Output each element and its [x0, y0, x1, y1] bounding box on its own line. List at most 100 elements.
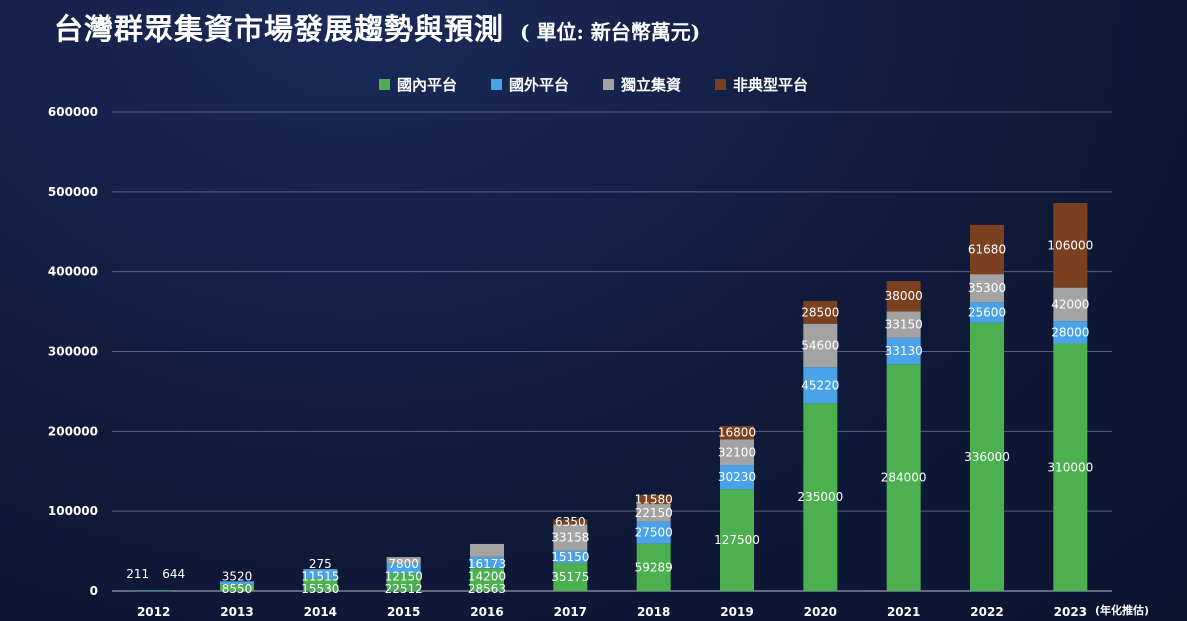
- bar-2012-series-0: [136, 590, 171, 592]
- legend-item-domestic: 國內平台: [378, 74, 457, 95]
- data-label-2014-1: 11515: [301, 570, 339, 584]
- data-label-2014-2: 275: [309, 557, 332, 571]
- legend-item-independent: 獨立集資: [603, 74, 681, 95]
- data-label-2018-3: 11580: [635, 492, 673, 506]
- bar-2016-series-1: [470, 556, 504, 569]
- data-label-2021-0: 284000: [881, 471, 927, 485]
- data-label-2023-0: 310000: [1047, 460, 1093, 474]
- y-tick-label-1: 100000: [48, 504, 98, 518]
- legend-label-independent: 獨立集資: [621, 76, 682, 94]
- legend-label-domestic: 國內平台: [396, 76, 457, 94]
- bar-2018-series-0: [636, 543, 671, 591]
- y-tick-label-5: 500000: [48, 185, 98, 199]
- legend-item-atypical: 非典型平台: [715, 74, 808, 95]
- bar-2022-series-1: [970, 302, 1004, 323]
- legend-swatch-foreign: [490, 79, 502, 90]
- data-label-2020-3: 28500: [801, 305, 839, 319]
- bar-2019-series-1: [720, 465, 754, 490]
- data-label-2013-1: 3520: [222, 570, 253, 584]
- bar-2017-series-2: [553, 524, 588, 551]
- data-label-2019-1: 30230: [718, 470, 756, 484]
- bar-2017-series-0: [553, 562, 588, 591]
- bar-2015-series-1: [386, 563, 421, 574]
- bar-2022-series-2: [970, 274, 1004, 303]
- data-label-2019-2: 32100: [718, 445, 756, 459]
- bar-2015-series-0: [386, 573, 421, 591]
- x-tick-label-2013: 2013: [220, 605, 253, 619]
- data-label-2016-0: 28563: [468, 582, 506, 596]
- data-label-2012-1: 644: [162, 567, 185, 581]
- y-tick-label-2: 200000: [48, 424, 98, 438]
- data-label-2018-1: 27500: [635, 526, 673, 540]
- legend-swatch-domestic: [378, 79, 390, 90]
- bar-2022-series-0: [970, 322, 1004, 591]
- bar-2013-series-1: [220, 581, 254, 585]
- y-tick-label-4: 400000: [48, 265, 98, 279]
- bar-2013-series-0: [220, 584, 254, 591]
- data-label-2019-3: 16800: [718, 426, 756, 440]
- legend-swatch-atypical: [715, 79, 727, 90]
- data-label-2015-1: 12150: [385, 570, 423, 584]
- bar-2023-series-0: [1053, 343, 1088, 591]
- x-tick-label-2023: 2023: [1054, 605, 1087, 619]
- legend-item-foreign: 國外平台: [490, 74, 569, 95]
- data-label-2023-1: 28000: [1051, 325, 1089, 339]
- data-label-2015-2: 7800: [388, 557, 419, 571]
- x-tick-label-2022: 2022: [970, 605, 1003, 619]
- bar-2021-series-3: [886, 281, 921, 312]
- bar-2014-series-1: [303, 569, 338, 579]
- bar-2016-series-2: [470, 543, 504, 557]
- data-label-2022-1: 25600: [968, 306, 1006, 320]
- x-tick-label-2017: 2017: [554, 605, 587, 619]
- data-label-2017-2: 33158: [551, 531, 589, 545]
- bar-2017-series-1: [553, 550, 588, 563]
- chart-subtitle: ( 單位: 新台幣萬元): [520, 20, 701, 44]
- bar-2012-series-1: [136, 590, 171, 591]
- y-tick-label-0: 0: [90, 584, 98, 598]
- bar-2020-series-0: [803, 403, 838, 591]
- bar-2021-series-1: [886, 337, 921, 365]
- data-label-2023-2: 42000: [1051, 297, 1089, 311]
- x-tick-label-2019: 2019: [720, 605, 753, 619]
- legend-label-atypical: 非典型平台: [733, 76, 809, 94]
- data-label-2014-0: 15530: [301, 582, 339, 596]
- chart-title: 台灣群眾集資市場發展趨勢與預測: [54, 12, 505, 46]
- data-label-2017-1: 15150: [551, 550, 589, 564]
- y-tick-label-6: 600000: [48, 105, 98, 119]
- data-label-2016-2: 16173: [468, 557, 506, 571]
- bar-2019-series-3: [720, 426, 754, 440]
- data-label-2020-1: 45220: [801, 378, 839, 392]
- bar-2023-series-2: [1053, 287, 1088, 322]
- data-label-2021-3: 38000: [885, 289, 923, 303]
- bar-2018-series-2: [636, 504, 671, 522]
- title-group: 台灣群眾集資市場發展趨勢與預測 ( 單位: 新台幣萬元): [54, 6, 700, 48]
- legend: 國內平台 國外平台 獨立集資 非典型平台: [0, 74, 1187, 95]
- data-label-2021-2: 33150: [885, 318, 923, 332]
- data-label-2022-3: 61680: [968, 243, 1006, 257]
- bar-2017-series-3: [553, 519, 588, 525]
- data-label-2019-0: 127500: [714, 533, 760, 547]
- data-label-2020-0: 235000: [797, 490, 843, 504]
- legend-swatch-independent: [603, 79, 614, 90]
- x-tick-label-2021: 2021: [887, 605, 920, 619]
- x-tick-label-2015: 2015: [387, 605, 420, 619]
- bar-2015-series-2: [386, 557, 421, 564]
- x-tick-label-2014: 2014: [304, 605, 337, 619]
- x-tick-label-2016: 2016: [470, 605, 503, 619]
- data-label-2015-0: 22512: [385, 582, 423, 596]
- data-label-2018-0: 59289: [635, 560, 673, 574]
- data-label-2022-0: 336000: [964, 450, 1010, 464]
- data-label-2017-0: 35175: [551, 570, 589, 584]
- bar-2022-series-3: [970, 224, 1004, 275]
- bar-2023-series-3: [1053, 203, 1088, 288]
- bar-2019-series-2: [720, 439, 754, 466]
- data-label-2018-2: 22150: [635, 506, 673, 520]
- data-label-2017-3: 6350: [555, 515, 586, 529]
- bar-2023-series-1: [1053, 321, 1088, 344]
- data-label-2016-1: 14200: [468, 570, 506, 584]
- bar-2014-series-0: [303, 578, 338, 591]
- bar-2021-series-2: [886, 311, 921, 338]
- bar-2020-series-2: [803, 323, 838, 368]
- x-tick-label-2012: 2012: [137, 605, 170, 619]
